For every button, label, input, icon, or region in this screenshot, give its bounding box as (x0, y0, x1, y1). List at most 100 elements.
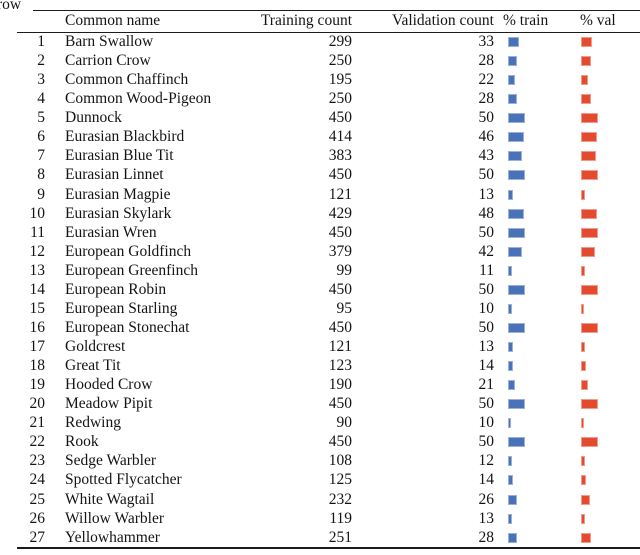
train-percent-bar (508, 513, 512, 524)
training-count-cell: 190 (328, 376, 352, 394)
val-bar-cell (569, 494, 640, 505)
val-percent-bar (581, 189, 585, 200)
train-percent-bar (508, 494, 517, 505)
row-index-cell: 24 (29, 471, 46, 489)
val-bar-cell (569, 475, 640, 486)
table-row: 17 Goldcrest 121 13 (0, 338, 640, 357)
table-row: 14 European Robin 450 50 (0, 280, 640, 299)
validation-count-cell: 13 (478, 509, 495, 527)
train-percent-bar (508, 227, 525, 238)
common-name-cell: Willow Warbler (65, 509, 164, 527)
validation-count-cell: 10 (478, 414, 495, 432)
val-bar-cell (569, 189, 640, 200)
val-percent-bar (581, 342, 585, 353)
train-percent-bar (508, 361, 513, 372)
table-row: 22 Rook 450 50 (0, 433, 640, 452)
common-name-cell: Eurasian Wren (65, 223, 157, 241)
val-bar-cell (569, 303, 640, 314)
table-row: 26 Willow Warbler 119 13 (0, 509, 640, 528)
common-name-cell: Eurasian Skylark (65, 204, 172, 222)
val-bar-cell (569, 75, 640, 86)
train-bar-cell (494, 132, 569, 143)
common-name-cell: Eurasian Blackbird (65, 128, 185, 146)
training-count-cell: 125 (328, 471, 352, 489)
val-bar-cell (569, 151, 640, 162)
training-count-cell: 450 (328, 223, 352, 241)
row-index-cell: 15 (29, 299, 46, 317)
val-bar-cell (569, 456, 640, 467)
train-percent-bar (508, 37, 519, 48)
table-header-row: Common name Training count Validation co… (0, 11, 640, 32)
validation-count-cell: 42 (478, 242, 495, 260)
val-bar-cell (569, 361, 640, 372)
row-index-cell: 1 (37, 33, 45, 51)
row-index-cell: 27 (29, 528, 46, 546)
bird-species-table-body: 1 Barn Swallow 299 33 2 Carrion Crow 250… (0, 33, 640, 548)
train-percent-bar (508, 75, 515, 86)
header-percent-val: % val (580, 12, 616, 29)
train-bar-cell (494, 513, 569, 524)
table-row: 11 Eurasian Wren 450 50 (0, 223, 640, 242)
training-count-cell: 414 (328, 128, 352, 146)
common-name-cell: Dunnock (65, 109, 122, 127)
val-percent-bar (581, 227, 598, 238)
table-row: 4 Common Wood-Pigeon 250 28 (0, 90, 640, 109)
train-bar-cell (494, 361, 569, 372)
training-count-cell: 119 (329, 509, 352, 527)
row-index-cell: 23 (29, 452, 46, 470)
validation-count-cell: 13 (478, 185, 495, 203)
validation-count-cell: 43 (478, 147, 495, 165)
train-percent-bar (508, 303, 512, 314)
table-row: 19 Hooded Crow 190 21 (0, 376, 640, 395)
train-bar-cell (494, 113, 569, 124)
common-name-cell: Sedge Warbler (65, 452, 157, 470)
row-index-cell: 8 (37, 166, 45, 184)
table-row: 6 Eurasian Blackbird 414 46 (0, 128, 640, 147)
common-name-cell: Rook (65, 433, 99, 451)
table-header-rule (17, 31, 640, 33)
row-index-cell: 10 (29, 204, 46, 222)
table-row: 25 White Wagtail 232 26 (0, 490, 640, 509)
val-bar-cell (569, 208, 640, 219)
train-bar-cell (494, 532, 569, 543)
validation-count-cell: 11 (479, 261, 494, 279)
val-bar-cell (569, 132, 640, 143)
header-training-count: Training count (260, 12, 352, 29)
val-percent-bar (581, 94, 591, 105)
table-row: 16 European Stonechat 450 50 (0, 318, 640, 337)
training-count-cell: 299 (328, 33, 352, 51)
row-index-cell: 21 (29, 414, 46, 432)
train-percent-bar (508, 418, 511, 429)
train-bar-cell (494, 342, 569, 353)
row-index-cell: 5 (37, 109, 45, 127)
validation-count-cell: 46 (478, 128, 495, 146)
common-name-cell: White Wagtail (65, 490, 155, 508)
train-percent-bar (508, 284, 525, 295)
val-bar-cell (569, 418, 640, 429)
train-bar-cell (494, 227, 569, 238)
common-name-cell: Yellowhammer (65, 528, 160, 546)
training-count-cell: 250 (328, 52, 352, 70)
table-row: 7 Eurasian Blue Tit 383 43 (0, 147, 640, 166)
val-bar-cell (569, 437, 640, 448)
validation-count-cell: 50 (478, 109, 495, 127)
table-row: 24 Spotted Flycatcher 125 14 (0, 471, 640, 490)
val-percent-bar (581, 361, 586, 372)
row-index-cell: 6 (37, 128, 45, 146)
table-top-rule (33, 9, 640, 12)
table-row: 1 Barn Swallow 299 33 (0, 33, 640, 52)
common-name-cell: Common Chaffinch (65, 71, 189, 89)
common-name-cell: Meadow Pipit (65, 395, 153, 413)
train-percent-bar (508, 437, 525, 448)
val-percent-bar (581, 399, 598, 410)
validation-count-cell: 21 (478, 376, 495, 394)
header-validation-count: Validation count (391, 12, 494, 29)
common-name-cell: European Robin (65, 280, 167, 298)
train-percent-bar (508, 208, 524, 219)
train-bar-cell (494, 322, 569, 333)
training-count-cell: 121 (328, 185, 352, 203)
common-name-cell: European Greenfinch (65, 261, 198, 279)
row-index-cell: 12 (29, 242, 46, 260)
row-index-cell: 17 (29, 338, 46, 356)
